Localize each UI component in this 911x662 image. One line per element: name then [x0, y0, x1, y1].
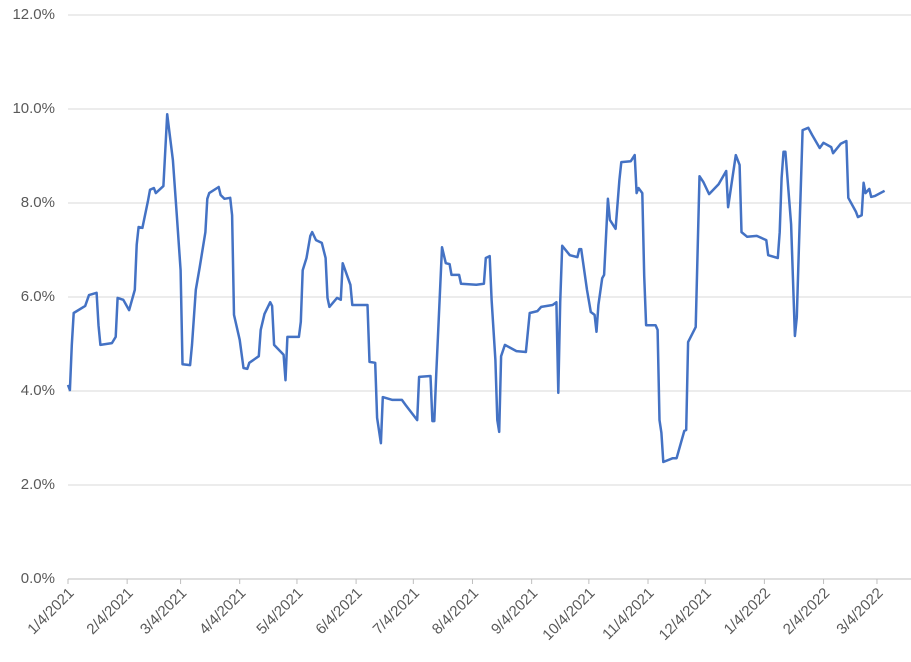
y-tick-label: 6.0%: [21, 288, 55, 305]
y-tick-label: 12.0%: [12, 6, 55, 23]
x-tick-label: 2/4/2021: [83, 585, 136, 638]
y-tick-label: 4.0%: [21, 382, 55, 399]
x-tick-label: 3/4/2022: [833, 585, 886, 638]
x-tick-label: 5/4/2021: [253, 585, 306, 638]
y-tick-label: 10.0%: [12, 100, 55, 117]
x-tick-label: 9/4/2021: [488, 585, 541, 638]
x-tick-label: 3/4/2021: [137, 585, 190, 638]
x-tick-label: 6/4/2021: [312, 585, 365, 638]
x-tick-label: 7/4/2021: [370, 585, 423, 638]
x-tick-label: 4/4/2021: [196, 585, 249, 638]
x-tick-label: 10/4/2021: [539, 585, 598, 644]
y-tick-label: 0.0%: [21, 570, 55, 587]
y-tick-label: 2.0%: [21, 476, 55, 493]
line-series: [66, 112, 886, 464]
x-tick-label: 12/4/2021: [656, 585, 715, 644]
x-tick-label: 1/4/2022: [721, 585, 774, 638]
y-tick-label: 8.0%: [21, 194, 55, 211]
x-tick-label: 8/4/2021: [429, 585, 482, 638]
x-tick-label: 2/4/2022: [780, 585, 833, 638]
x-tick-label: 11/4/2021: [599, 585, 657, 643]
x-tick-label: 1/4/2021: [24, 585, 77, 638]
